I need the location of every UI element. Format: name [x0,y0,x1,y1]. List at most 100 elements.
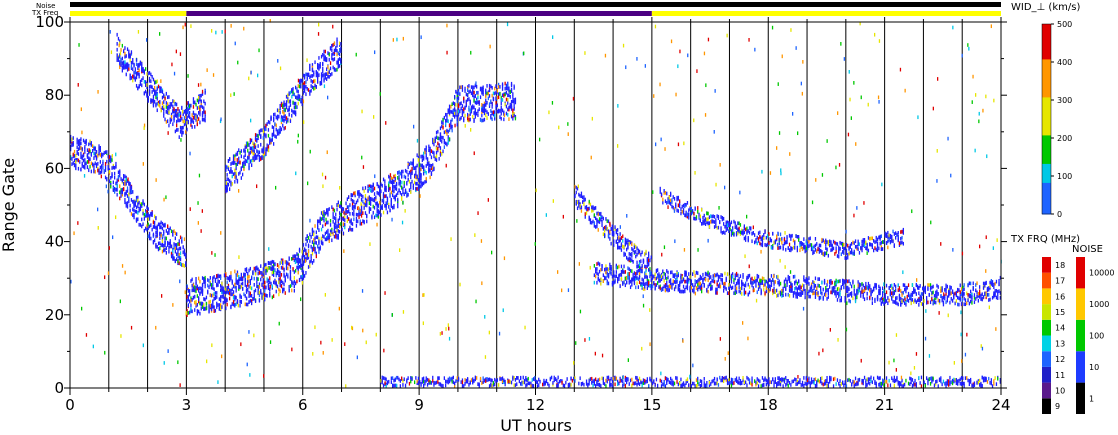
echo-cell [125,204,127,208]
echo-cell [892,299,894,304]
echo-cell [451,124,453,129]
echo-cell [851,291,853,295]
echo-cell [177,248,179,253]
echo-cell [597,272,599,277]
echo-cell [92,144,94,148]
echo-cell [385,185,387,190]
echo-cell [613,231,615,235]
echo-cell [337,51,339,56]
echo-cell [895,301,897,305]
echo-cell [322,234,324,238]
echo-cell [170,112,173,117]
echo-cell [126,189,129,193]
echo-cell [419,167,421,172]
echo-cell [132,190,134,194]
echo-cell [451,102,453,107]
echo-cell [132,78,134,83]
echo-cell [323,57,325,62]
echo-cell [119,53,121,58]
echo-cell [143,217,145,221]
echo-cell [102,152,104,157]
echo-cell [448,128,451,132]
echo-cell [226,276,228,280]
echo-cell [595,269,597,274]
echo-cell [406,169,408,174]
echo-cell [979,289,981,294]
echo-cell [463,96,465,101]
echo-cell [801,291,804,295]
echo-cell [156,79,158,84]
echo-cell [474,83,476,88]
echo-cell [490,84,492,89]
echo-cell [261,294,263,298]
echo-cell [174,259,176,264]
echo-cell [370,207,372,211]
echo-cell [285,103,288,108]
echo-cell [120,194,122,198]
echo-cell [513,113,515,118]
echo-cell [214,295,217,299]
echo-cell [874,297,876,302]
echo-cell [923,299,925,303]
echo-cell [273,263,275,268]
echo-cell [266,294,268,298]
echo-cell [242,277,244,282]
echo-cell [368,198,370,202]
echo-cell [143,69,145,73]
echo-cell [165,251,167,255]
echo-cell [699,274,701,279]
echo-cell [900,296,902,301]
echo-cell [465,103,467,108]
echo-cell [512,95,514,99]
echo-cell [452,101,454,106]
echo-cell [373,205,376,210]
echo-cell [79,141,81,145]
echo-cell [848,287,850,291]
echo-cell [270,140,272,145]
echo-cell [604,234,606,238]
echo-cell [342,207,345,211]
echo-cell [288,91,290,96]
echo-cell [501,87,504,91]
echo-cell [258,285,261,289]
echo-cell [276,284,279,289]
echo-cell [353,199,355,204]
echo-cell [249,150,251,155]
echo-cell [160,89,162,93]
echo-cell [631,269,633,273]
echo-cell [713,273,716,278]
echo-cell [121,192,123,197]
echo-cell [260,288,262,293]
echo-cell [123,60,125,65]
echo-cell [341,227,343,232]
echo-cell [392,185,394,190]
echo-cell [955,290,957,295]
echo-cell [624,283,626,288]
echo-cell [337,203,339,208]
echo-cell [262,278,264,282]
echo-cell [425,145,427,150]
echo-cell [604,229,606,233]
echo-cell [317,74,319,78]
echo-cell [482,88,484,92]
echo-cell [194,285,196,290]
echo-cell [591,205,593,210]
echo-cell [747,282,749,287]
echo-cell [677,273,679,278]
echo-cell [124,174,126,179]
echo-cell [951,299,954,303]
echo-cell [473,105,475,110]
echo-cell [596,267,598,271]
echo-cell [232,172,235,177]
echo-cell [267,120,270,124]
echo-cell [76,145,78,150]
echo-cell [617,279,619,284]
echo-cell [76,140,78,145]
echo-cell [473,85,475,90]
echo-cell [457,96,460,101]
echo-cell [712,214,714,219]
echo-cell [156,101,158,106]
echo-cell [326,57,328,61]
echo-cell [278,128,280,133]
echo-cell [875,283,877,288]
